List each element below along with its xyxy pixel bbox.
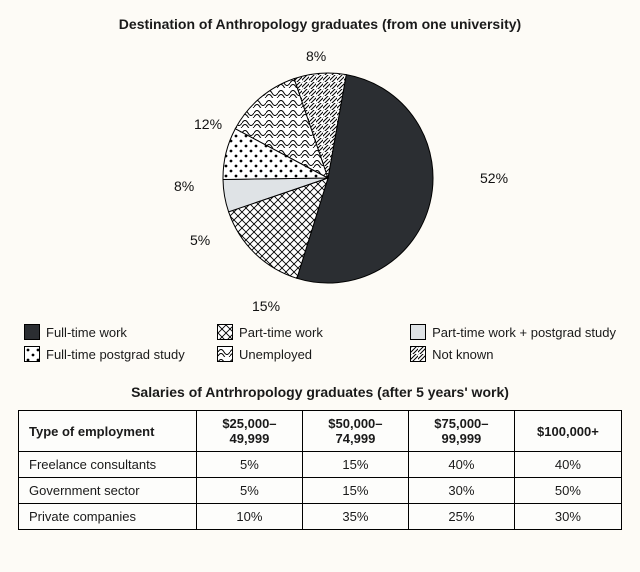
- table-cell: 40%: [408, 452, 514, 478]
- legend-label-parttime_pg: Part-time work + postgrad study: [432, 325, 616, 340]
- pie-legend: Full-time work Part-time work Part-time wo…: [18, 320, 622, 362]
- legend-swatch-fulltime_pg: [24, 346, 40, 362]
- table-cell: 50%: [514, 478, 621, 504]
- table-cell: 10%: [196, 504, 302, 530]
- legend-swatch-fulltime_work: [24, 324, 40, 340]
- table-row: Government sector5%15%30%50%: [19, 478, 622, 504]
- pie-label-fulltime_pg: 8%: [174, 178, 194, 194]
- table-cell: 35%: [302, 504, 408, 530]
- table-cell: 15%: [302, 452, 408, 478]
- pie-chart-area: 52% 15% 5% 8% 12% 8%: [18, 40, 622, 320]
- legend-label-parttime_work: Part-time work: [239, 325, 323, 340]
- legend-item-fulltime_work: Full-time work: [24, 324, 205, 340]
- table-cell: 15%: [302, 478, 408, 504]
- pie-title: Destination of Anthropology graduates (f…: [18, 16, 622, 32]
- col-header: $25,000–49,999: [196, 411, 302, 452]
- col-header: $100,000+: [514, 411, 621, 452]
- pie-label-unemployed: 12%: [194, 116, 222, 132]
- table-row: Freelance consultants5%15%40%40%: [19, 452, 622, 478]
- legend-swatch-not_known: [410, 346, 426, 362]
- legend-item-parttime_pg: Part-time work + postgrad study: [410, 324, 616, 340]
- col-header: $50,000–74,999: [302, 411, 408, 452]
- table-body: Freelance consultants5%15%40%40%Governme…: [19, 452, 622, 530]
- legend-label-unemployed: Unemployed: [239, 347, 312, 362]
- col-header: $75,000–99,999: [408, 411, 514, 452]
- legend-item-unemployed: Unemployed: [217, 346, 398, 362]
- legend-swatch-parttime_work: [217, 324, 233, 340]
- pie-chart: [218, 68, 438, 288]
- legend-label-fulltime_pg: Full-time postgrad study: [46, 347, 185, 362]
- legend-swatch-unemployed: [217, 346, 233, 362]
- pie-label-parttime_work: 15%: [252, 298, 280, 314]
- legend-label-not_known: Not known: [432, 347, 493, 362]
- table-cell: 25%: [408, 504, 514, 530]
- table-row: Private companies10%35%25%30%: [19, 504, 622, 530]
- table-title: Salaries of Antrhropology graduates (aft…: [18, 384, 622, 400]
- legend-item-not_known: Not known: [410, 346, 616, 362]
- legend-item-parttime_work: Part-time work: [217, 324, 398, 340]
- legend-label-fulltime_work: Full-time work: [46, 325, 127, 340]
- table-corner-header: Type of employment: [19, 411, 197, 452]
- legend-item-fulltime_pg: Full-time postgrad study: [24, 346, 205, 362]
- table-header-row: Type of employment $25,000–49,999$50,000…: [19, 411, 622, 452]
- row-label: Private companies: [19, 504, 197, 530]
- page: Destination of Anthropology graduates (f…: [0, 0, 640, 548]
- table-cell: 5%: [196, 452, 302, 478]
- pie-label-not_known: 8%: [306, 48, 326, 64]
- table-cell: 5%: [196, 478, 302, 504]
- row-label: Freelance consultants: [19, 452, 197, 478]
- legend-swatch-parttime_pg: [410, 324, 426, 340]
- pie-label-parttime_pg: 5%: [190, 232, 210, 248]
- salary-table: Type of employment $25,000–49,999$50,000…: [18, 410, 622, 530]
- table-cell: 30%: [514, 504, 621, 530]
- table-cell: 30%: [408, 478, 514, 504]
- row-label: Government sector: [19, 478, 197, 504]
- pie-label-fulltime_work: 52%: [480, 170, 508, 186]
- table-cell: 40%: [514, 452, 621, 478]
